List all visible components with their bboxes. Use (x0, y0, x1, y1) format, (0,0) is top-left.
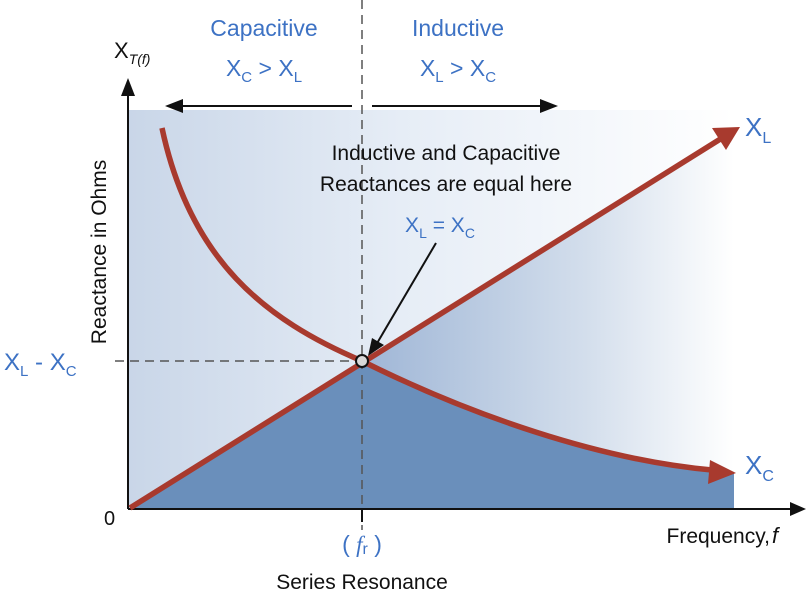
y-axis-label: Reactance in Ohms (88, 160, 111, 344)
minimum-reactance-fill (130, 361, 734, 508)
xc-arrowhead (708, 460, 736, 484)
capacitive-arrowhead (165, 99, 183, 113)
annotation-line-1: Inductive and Capacitive (332, 142, 561, 165)
xl-curve-label: XL (745, 112, 771, 147)
inductive-title: Inductive (412, 15, 504, 41)
x-axis-label: Frequency, (667, 525, 771, 548)
resonance-point (355, 354, 369, 368)
annotation-equation: XL = XC (405, 214, 475, 241)
inductive-region-shading (362, 130, 734, 472)
inductive-condition: XL > XC (420, 55, 496, 86)
series-resonance-label: Series Resonance (276, 571, 448, 594)
xl-arrowhead (712, 127, 740, 150)
capacitive-condition: XC > XL (226, 55, 302, 86)
annotation-pointer-line (375, 242, 437, 346)
x-axis-label-f: f (772, 523, 781, 548)
resonance-symbol: ( fr ) (342, 531, 382, 558)
x-axis-arrowhead (790, 502, 806, 516)
capacitive-title: Capacitive (210, 15, 317, 41)
annotation-pointer-arrowhead (368, 338, 384, 356)
y-axis-arrowhead (121, 78, 135, 96)
inductive-arrowhead (540, 99, 558, 113)
level-label: XL - XC (4, 349, 77, 380)
annotation-line-2: Reactances are equal here (320, 173, 572, 196)
y-axis-symbol: XT(f) (114, 38, 150, 67)
xc-curve-label: XC (745, 450, 774, 485)
origin-label: 0 (104, 508, 115, 530)
xl-line (128, 135, 724, 511)
